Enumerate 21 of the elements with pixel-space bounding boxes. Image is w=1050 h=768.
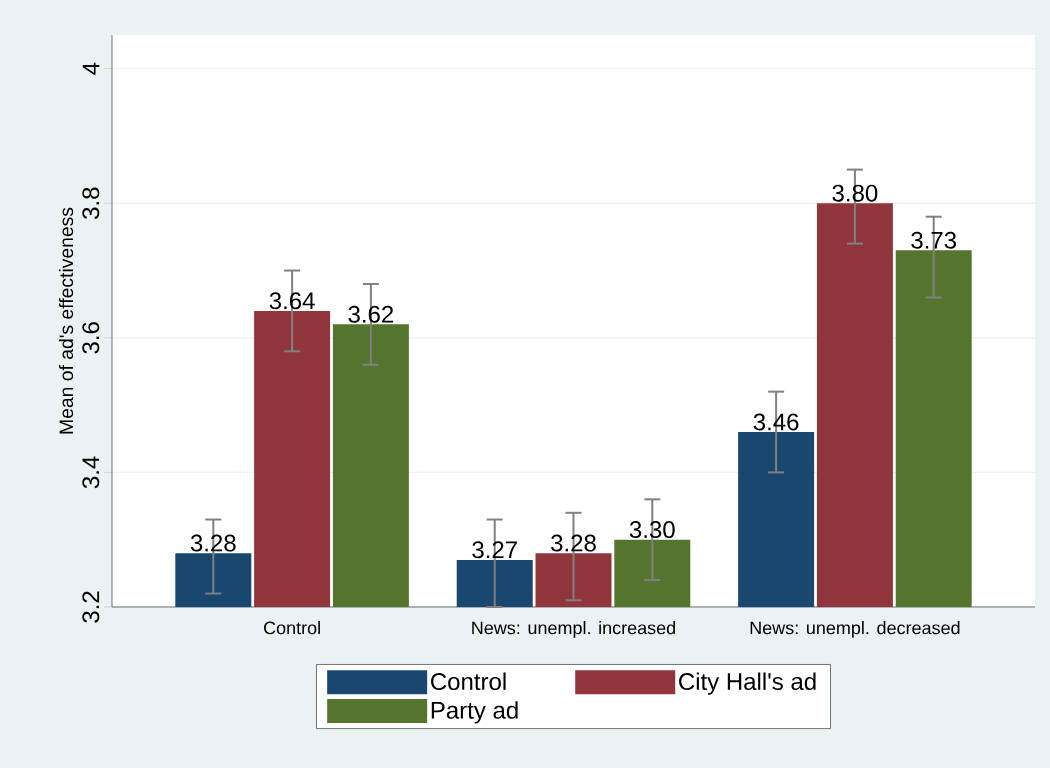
data-label: 3.64 [269,292,315,310]
data-label: 3.80 [832,184,878,202]
x-tick-label: News: unempl. increased [472,621,676,638]
y-tick-label: 3.6 [82,322,100,354]
legend-label: Control [431,672,506,691]
data-label: 3.27 [472,541,517,559]
legend-label: City Hall's ad [679,672,816,695]
data-label: 3.30 [629,521,675,539]
x-tick-label: News: unempl. decreased [750,621,960,638]
data-label: 3.73 [911,231,956,249]
y-axis-title: Mean of ad's effectiveness [58,207,74,434]
legend-label: Party ad [431,701,518,724]
data-label: 3.62 [348,305,394,323]
y-tick-label: 4 [82,62,100,75]
data-label: 3.28 [551,534,596,552]
y-tick-label: 3.4 [82,456,100,489]
y-tick-label: 3.2 [82,591,100,623]
data-label: 3.28 [190,534,236,552]
y-tick-label: 3.8 [82,187,100,219]
data-label: 3.46 [753,413,799,431]
x-tick-label: Control [264,621,320,635]
